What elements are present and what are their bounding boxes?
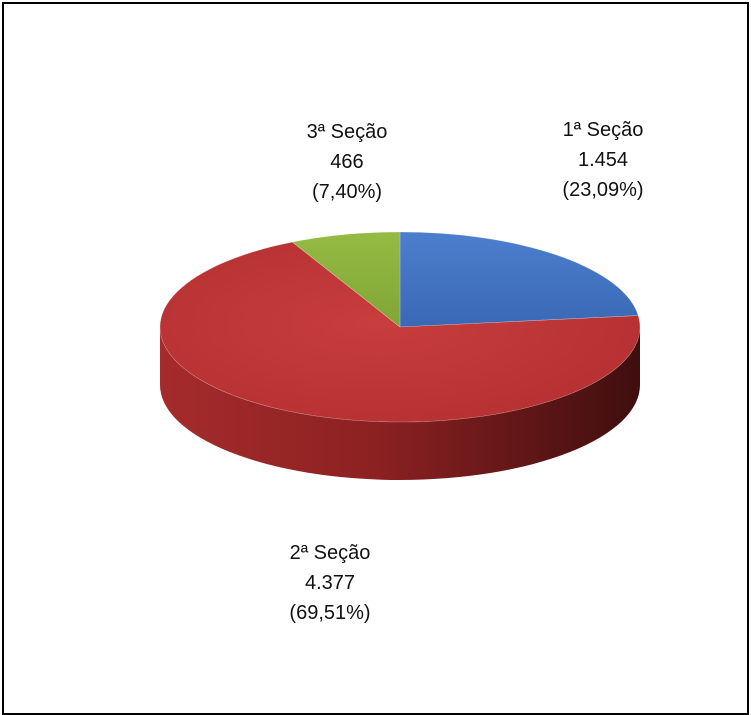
pie-slice-1 [399,231,639,328]
slice-value-2: 4.377 [304,572,356,594]
slice-name-3: 3ª Seção [306,121,388,143]
pie-top-faces [159,231,641,423]
slice-percent-1: (23,09%) [562,179,644,201]
slice-name-1: 1ª Seção [562,119,644,141]
slice-label-2: 2ª Seção 4.377 (69,51%) [289,538,370,628]
slice-label-3: 3ª Seção 466 (7,40%) [307,117,388,207]
slice-percent-3: (7,40%) [311,181,383,203]
slice-percent-2: (69,51%) [289,602,371,624]
slice-value-3: 466 [330,151,364,173]
pie-slice-side-2 [160,327,640,480]
slice-value-1: 1.454 [577,149,629,171]
slice-label-1: 1ª Seção 1.454 (23,09%) [562,115,643,205]
pie-side-walls [160,327,640,480]
pie-slice-3 [291,231,401,328]
slice-name-2: 2ª Seção [289,542,371,564]
pie-slice-2 [159,241,641,423]
